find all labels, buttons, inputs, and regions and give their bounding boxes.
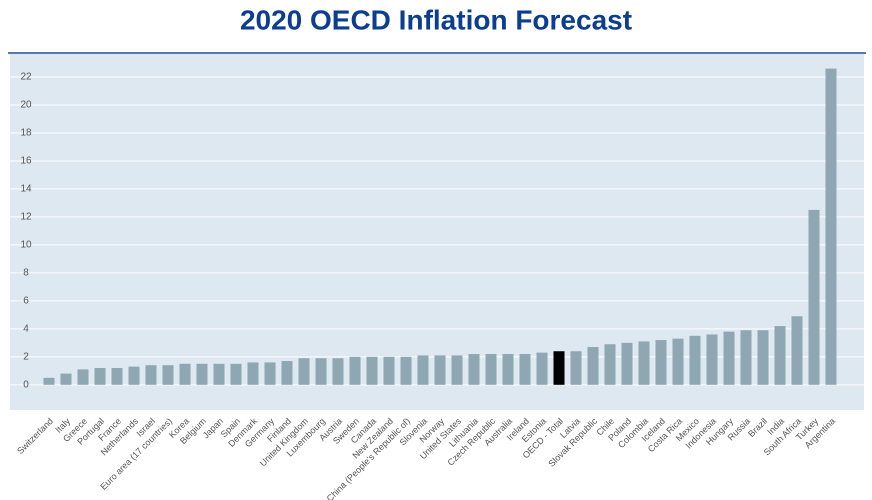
bar bbox=[774, 326, 786, 385]
bar bbox=[94, 368, 106, 385]
bar bbox=[502, 354, 514, 385]
bar bbox=[196, 363, 208, 385]
y-tick-label: 8 bbox=[23, 268, 29, 279]
bar bbox=[451, 355, 463, 385]
bar bbox=[672, 338, 684, 385]
y-tick-label: 2 bbox=[23, 351, 29, 362]
bar bbox=[791, 316, 803, 385]
bar bbox=[179, 363, 191, 385]
bar bbox=[111, 368, 123, 385]
bar bbox=[757, 330, 769, 385]
bar bbox=[638, 341, 650, 385]
bar bbox=[740, 330, 752, 385]
bar bbox=[383, 356, 395, 385]
bar bbox=[281, 361, 293, 385]
plot-area bbox=[10, 54, 864, 410]
bar bbox=[332, 358, 344, 385]
bar bbox=[349, 356, 361, 385]
bar bbox=[77, 369, 89, 385]
y-tick-label: 18 bbox=[20, 128, 32, 139]
x-tick-label: Brazil bbox=[746, 416, 769, 439]
bar bbox=[689, 335, 701, 385]
y-tick-label: 16 bbox=[20, 156, 32, 167]
bar bbox=[485, 354, 497, 385]
bar bbox=[145, 365, 157, 385]
bar bbox=[519, 354, 531, 385]
bar bbox=[587, 347, 599, 385]
bar bbox=[825, 68, 837, 385]
y-tick-label: 4 bbox=[23, 323, 29, 334]
bar bbox=[570, 351, 582, 385]
bar bbox=[366, 356, 378, 385]
y-tick-label: 6 bbox=[23, 296, 29, 307]
bar bbox=[723, 331, 735, 385]
bar bbox=[468, 354, 480, 385]
bar bbox=[417, 355, 429, 385]
bar bbox=[604, 344, 616, 385]
bar bbox=[162, 365, 174, 385]
y-tick-label: 12 bbox=[20, 212, 32, 223]
bar bbox=[655, 340, 667, 385]
bar bbox=[621, 342, 633, 385]
bar bbox=[298, 358, 310, 385]
bar bbox=[43, 377, 55, 385]
chart-title: 2020 OECD Inflation Forecast bbox=[240, 4, 632, 35]
bar bbox=[315, 358, 327, 385]
bar bbox=[400, 356, 412, 385]
x-tick-label: Switzerland bbox=[15, 416, 55, 456]
bar bbox=[434, 355, 446, 385]
bar bbox=[808, 209, 820, 385]
bar bbox=[128, 366, 140, 385]
y-tick-label: 14 bbox=[20, 184, 32, 195]
y-tick-label: 10 bbox=[20, 240, 32, 251]
bar bbox=[60, 373, 72, 385]
bar bbox=[230, 363, 242, 385]
bar bbox=[553, 351, 565, 385]
y-tick-label: 22 bbox=[20, 72, 32, 83]
y-tick-label: 20 bbox=[20, 100, 32, 111]
bar bbox=[536, 352, 548, 385]
y-tick-label: 0 bbox=[23, 379, 29, 390]
bar bbox=[213, 363, 225, 385]
bar bbox=[264, 362, 276, 385]
bar bbox=[706, 334, 718, 385]
bar bbox=[247, 362, 259, 385]
